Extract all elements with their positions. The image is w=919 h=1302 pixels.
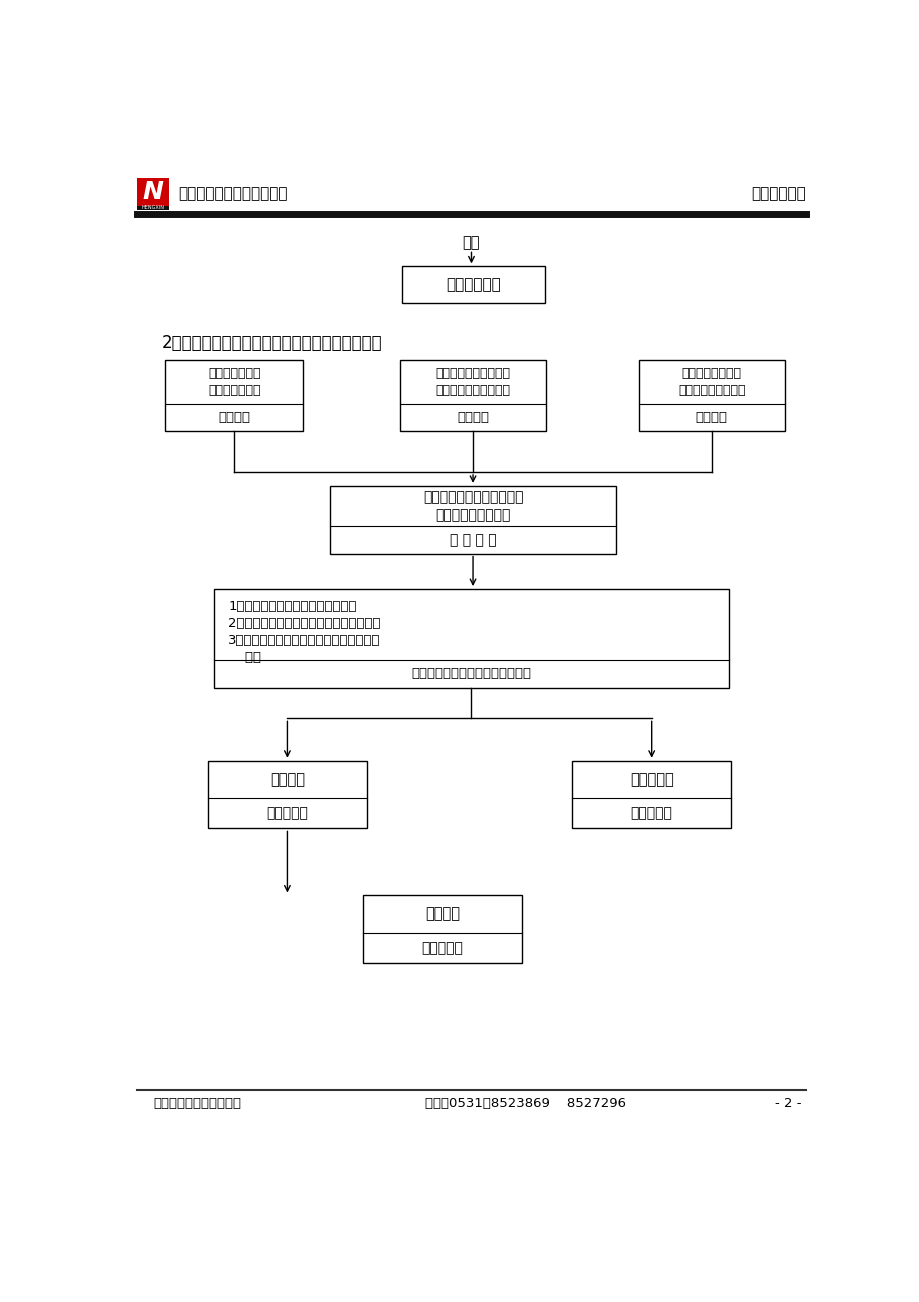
- Text: 监理工程师: 监理工程师: [267, 806, 308, 820]
- Text: 施工单位: 施工单位: [457, 411, 489, 424]
- Text: 验收不合格: 验收不合格: [630, 772, 673, 786]
- Bar: [402, 267, 545, 303]
- Bar: [400, 361, 545, 431]
- Text: 各项设备材料质
量保证资料齐全: 各项设备材料质 量保证资料齐全: [208, 367, 260, 397]
- Bar: [165, 361, 303, 431]
- Bar: [214, 589, 728, 687]
- Text: 监理实施细则: 监理实施细则: [751, 186, 805, 202]
- Text: 监理工程师: 监理工程师: [421, 941, 463, 954]
- Bar: [363, 896, 521, 963]
- Text: 验收合格: 验收合格: [269, 772, 304, 786]
- Text: 验收合格: 验收合格: [425, 906, 460, 922]
- Text: 山东恒信建设监理有限公司: 山东恒信建设监理有限公司: [178, 186, 288, 202]
- Bar: [572, 760, 731, 828]
- Bar: [330, 486, 615, 553]
- Text: 地址：济南市和平路３号: 地址：济南市和平路３号: [153, 1096, 242, 1109]
- Bar: [137, 178, 169, 210]
- Text: 隐、预检工程分部分项
工程分别验收签认完成: 隐、预检工程分部分项 工程分别验收签认完成: [435, 367, 510, 397]
- Text: 分部分项工程自检
合格、隐蔽工程完成: 分部分项工程自检 合格、隐蔽工程完成: [677, 367, 744, 397]
- Bar: [137, 206, 169, 210]
- Text: 承包单位使用: 承包单位使用: [446, 277, 500, 293]
- Bar: [638, 361, 784, 431]
- Text: 3、检查检验批、分部、分项工程质量是否: 3、检查检验批、分部、分项工程质量是否: [228, 634, 380, 647]
- Text: 监理工程师: 监理工程师: [630, 806, 672, 820]
- Text: 施工单位: 施工单位: [218, 411, 250, 424]
- Text: 电话：0531－8523869    8527296: 电话：0531－8523869 8527296: [425, 1096, 625, 1109]
- Text: 项目监理部各有关专业监理工程师: 项目监理部各有关专业监理工程师: [411, 668, 531, 681]
- Text: HENGXIN: HENGXIN: [142, 206, 165, 211]
- Text: - 2 -: - 2 -: [775, 1096, 800, 1109]
- Text: 1、审核各项质量保证资料是否齐全: 1、审核各项质量保证资料是否齐全: [228, 600, 357, 613]
- Text: 2、检查隐、预验及分部分项工程是否完成: 2、检查隐、预验及分部分项工程是否完成: [228, 617, 380, 630]
- Bar: [208, 760, 367, 828]
- Text: 合格: 合格: [462, 234, 480, 250]
- Text: 2、安装工程隐检、预检及分部分项工程验收程序: 2、安装工程隐检、预检及分部分项工程验收程序: [162, 333, 381, 352]
- Text: 合格: 合格: [228, 651, 261, 664]
- Text: 施 工 单 位: 施 工 单 位: [449, 533, 496, 547]
- Text: 施工单位: 施工单位: [695, 411, 727, 424]
- Text: 填报验申请表及隐验记录、
检验批报项目监理部: 填报验申请表及隐验记录、 检验批报项目监理部: [423, 490, 523, 522]
- Text: N: N: [142, 181, 164, 204]
